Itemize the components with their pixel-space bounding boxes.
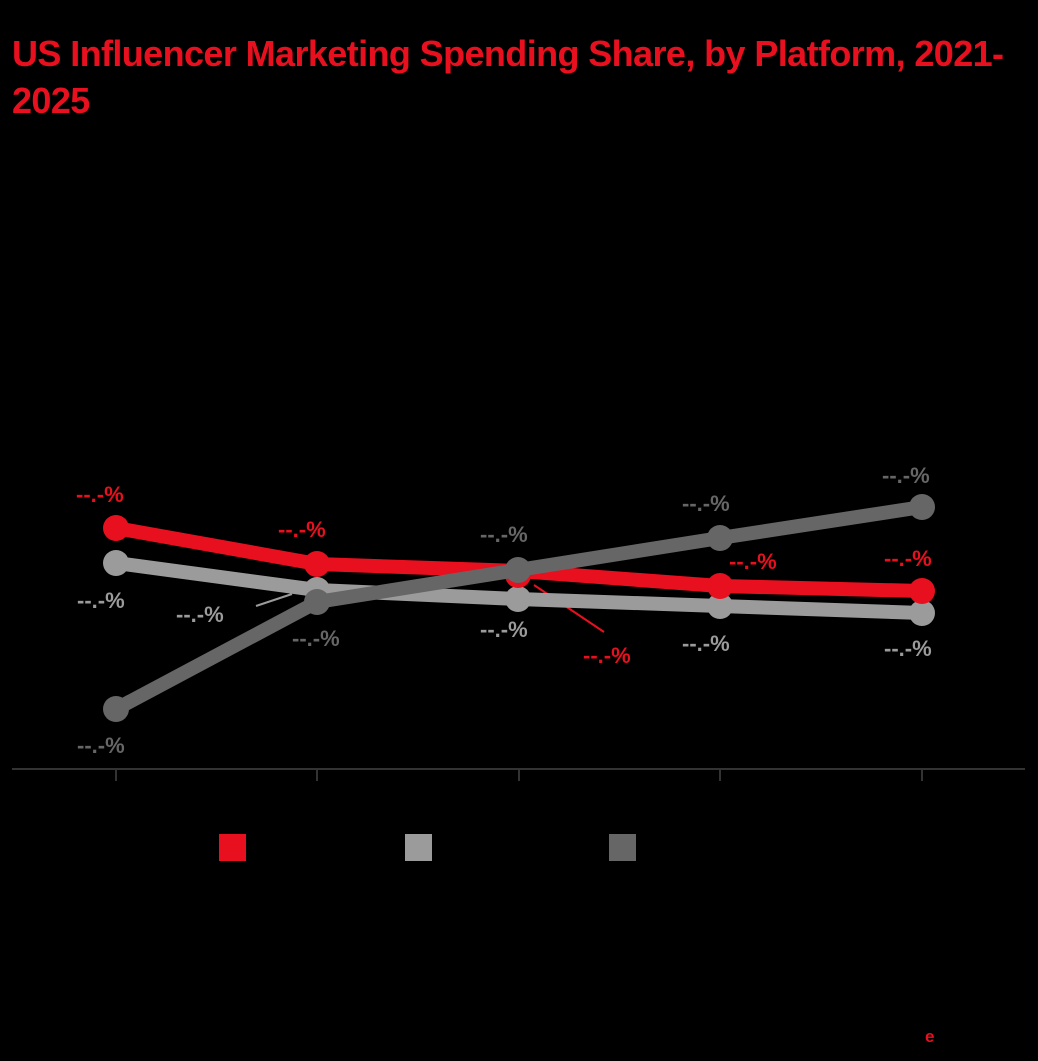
legend [0, 834, 1038, 864]
data-label-light-2023: --.-% [480, 617, 528, 642]
data-label-dark-2022: --.-% [292, 626, 340, 651]
data-label-red-2021: --.-% [76, 482, 124, 507]
data-label-dark-2023: --.-% [480, 522, 528, 547]
svg-text:2025: 2025 [902, 792, 942, 812]
brand-logo: e [925, 1027, 935, 1046]
svg-text:2023: 2023 [499, 792, 539, 812]
svg-text:2024: 2024 [700, 792, 740, 812]
data-labels: --.-% --.-% --.-% --.-% --.-% --.-% --.-… [76, 463, 932, 758]
svg-text:2021: 2021 [96, 792, 136, 812]
data-label-red-2022: --.-% [278, 517, 326, 542]
legend-item-light-gray [405, 834, 442, 861]
x-tick-labels: 2021 2022 2023 2024 2025 [96, 792, 942, 812]
data-label-red-2023: --.-% [583, 643, 631, 668]
data-label-red-2024: --.-% [729, 549, 777, 574]
series-light-gray [103, 550, 935, 626]
legend-swatch-light-gray [405, 834, 432, 861]
svg-text:2022: 2022 [297, 792, 337, 812]
data-label-light-2025: --.-% [884, 636, 932, 661]
series-dark-gray [103, 494, 935, 722]
leader-line-red-2023 [533, 584, 605, 633]
data-label-light-2021: --.-% [77, 588, 125, 613]
legend-swatch-dark-gray [609, 834, 636, 861]
data-label-red-2025: --.-% [884, 546, 932, 571]
leader-line-light-2022 [255, 593, 293, 607]
data-label-dark-2025: --.-% [882, 463, 930, 488]
data-label-dark-2021: --.-% [77, 733, 125, 758]
legend-item-red [219, 834, 256, 861]
data-label-light-2024: --.-% [682, 631, 730, 656]
data-label-light-2022: --.-% [176, 602, 224, 627]
legend-item-dark-gray [609, 834, 646, 861]
data-label-dark-2024: --.-% [682, 491, 730, 516]
x-axis-ticks [115, 769, 923, 781]
legend-swatch-red [219, 834, 246, 861]
chart-title: US Influencer Marketing Spending Share, … [12, 33, 1004, 121]
